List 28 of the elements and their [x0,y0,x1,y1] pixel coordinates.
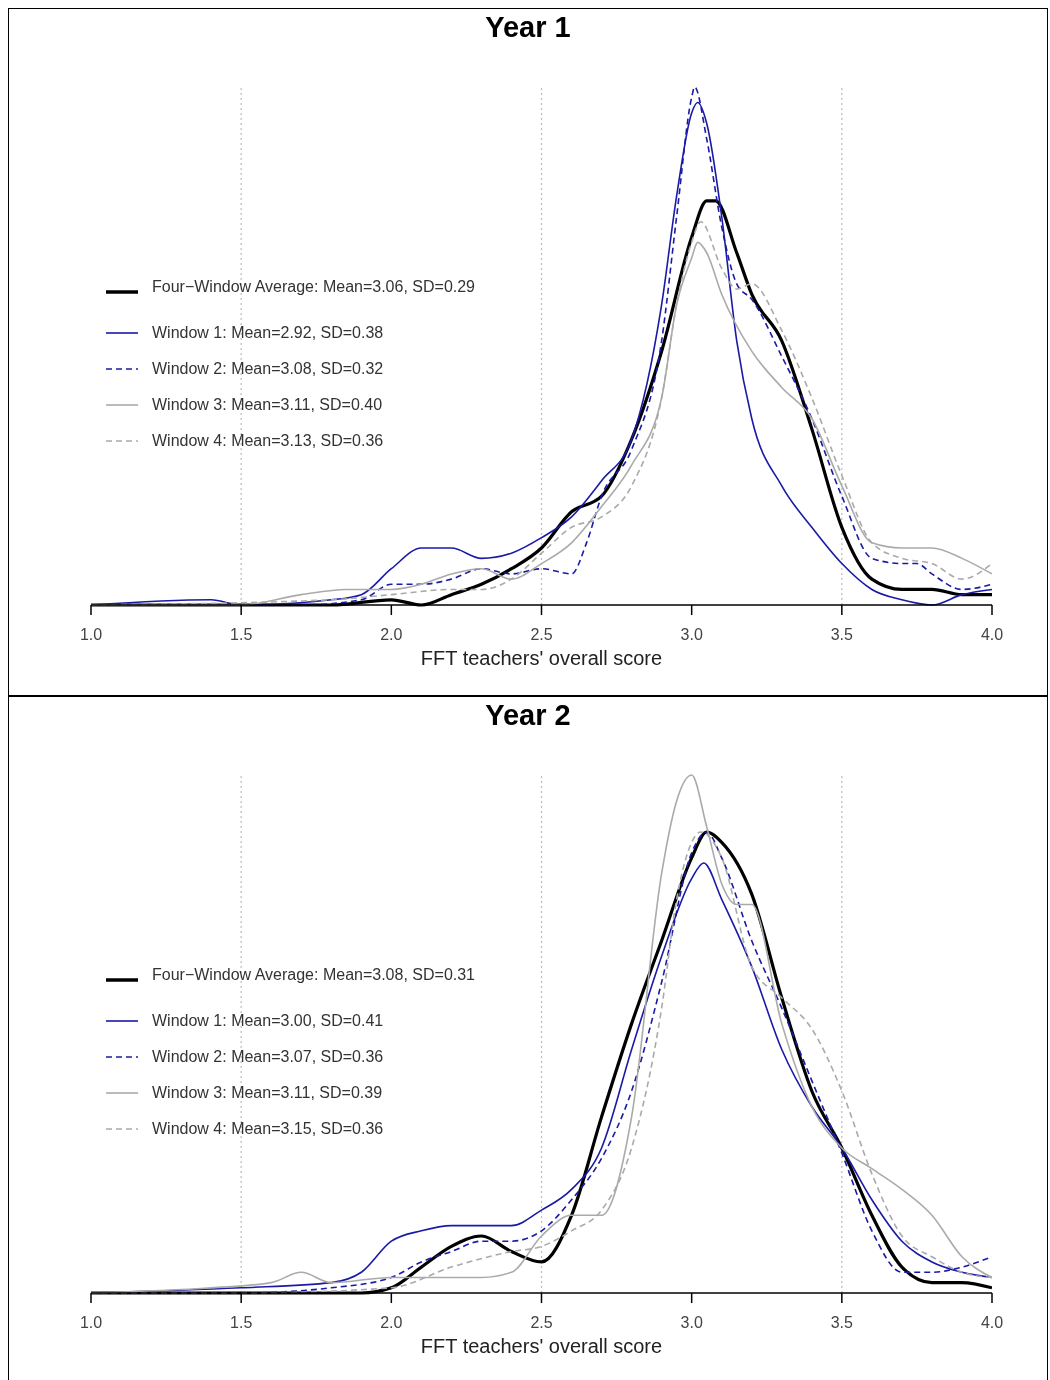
x-tick-label: 1.5 [230,1314,253,1332]
legend-label: Window 3: Mean=3.11, SD=0.40 [152,396,383,414]
legend-label: Window 1: Mean=2.92, SD=0.38 [152,324,384,342]
legend-label: Window 2: Mean=3.08, SD=0.32 [152,360,384,378]
legend-label: Window 4: Mean=3.13, SD=0.36 [152,432,384,450]
legend-label: Window 1: Mean=3.00, SD=0.41 [152,1012,384,1030]
legend-label: Window 4: Mean=3.15, SD=0.36 [152,1120,384,1138]
legend-label: Four−Window Average: Mean=3.06, SD=0.29 [152,278,476,296]
x-tick-label: 1.0 [79,1314,103,1332]
x-tick-label: 2.0 [380,1314,403,1332]
legend-label: Four−Window Average: Mean=3.08, SD=0.31 [152,966,476,984]
x-tick-label: 1.5 [230,626,253,644]
x-tick-label: 3.0 [680,1314,703,1332]
x-tick-label: 2.0 [380,626,403,644]
x-tick-label: 4.0 [980,1314,1004,1332]
legend-label: Window 3: Mean=3.11, SD=0.39 [152,1084,383,1102]
x-tick-label: 4.0 [980,626,1004,644]
x-tick-label: 3.0 [680,626,703,644]
x-tick-label: 3.5 [830,626,854,644]
x-axis-title: FFT teachers' overall score [420,1335,663,1357]
x-tick-label: 2.5 [530,626,553,644]
x-tick-label: 2.5 [530,1314,553,1332]
chart-title: Year 1 [484,11,572,45]
x-tick-label: 1.0 [79,626,103,644]
x-axis-title: FFT teachers' overall score [420,647,663,669]
chart-title: Year 2 [484,699,572,733]
x-tick-label: 3.5 [830,1314,854,1332]
legend-label: Window 2: Mean=3.07, SD=0.36 [152,1048,384,1066]
